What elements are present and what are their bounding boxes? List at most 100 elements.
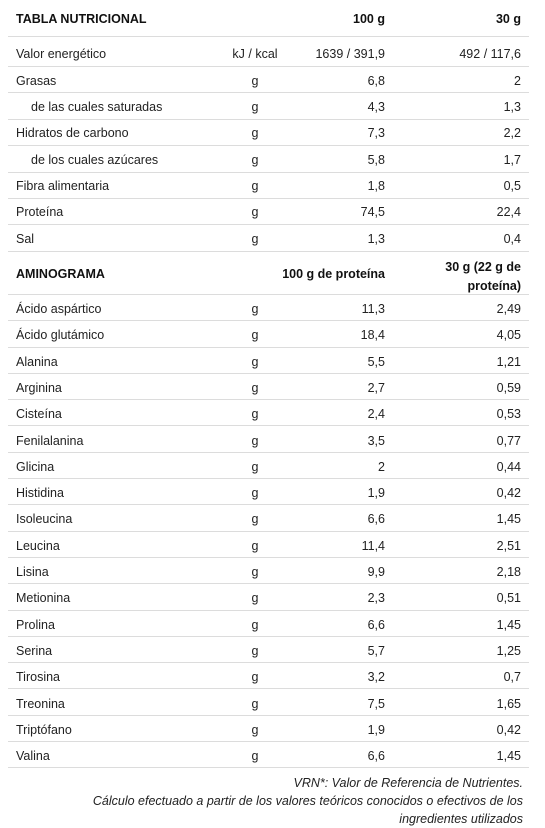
row-value-30g: 2,49 — [496, 302, 521, 316]
row-value-100g: 6,6 — [367, 617, 385, 632]
row-label: Alanina — [16, 354, 58, 369]
footnote: VRN*: Valor de Referencia de Nutrientes.… — [93, 774, 523, 828]
nutrition-table-title: TABLA NUTRICIONAL — [16, 12, 147, 26]
row-value-30g: 1,45 — [496, 749, 521, 764]
row-value-30g: 1,25 — [496, 643, 521, 658]
table-row: Hidratos de carbono g 7,3 2,2 — [8, 120, 529, 146]
row-value-30g: 492 / 117,6 — [459, 47, 521, 61]
row-value-30g: 0,5 — [503, 179, 521, 193]
footnote-vrn: VRN*: Valor de Referencia de Nutrientes. — [293, 776, 523, 790]
row-value-30g: 0,42 — [496, 722, 521, 737]
row-value-30g: 2 — [514, 74, 521, 88]
row-label: Fenilalanina — [16, 433, 84, 448]
row-unit: g — [251, 232, 259, 246]
row-value-30g: 1,45 — [496, 512, 521, 527]
row-unit: g — [251, 617, 259, 632]
row-label: Isoleucina — [16, 512, 73, 527]
row-value-30g: 2,2 — [503, 126, 521, 140]
table-row: de los cuales azúcares g 5,8 1,7 — [8, 146, 529, 173]
table-row: Serina g 5,7 1,25 — [8, 637, 529, 664]
table-row: Glicina g 2 0,44 — [8, 453, 529, 480]
row-value-30g: 0,77 — [496, 433, 521, 448]
row-value-30g: 0,44 — [496, 459, 521, 474]
table-row: Sal g 1,3 0,4 — [8, 225, 529, 252]
row-unit: g — [251, 302, 259, 316]
table-row: Treonina g 7,5 1,65 — [8, 690, 529, 716]
row-value-30g: 0,7 — [503, 670, 521, 685]
row-value-100g: 2,3 — [367, 591, 385, 606]
row-unit: g — [251, 179, 259, 193]
table-row: Histidina g 1,9 0,42 — [8, 479, 529, 506]
row-value-100g: 18,4 — [360, 328, 385, 343]
row-label: de las cuales saturadas — [31, 100, 163, 114]
aminogram-header-row: AMINOGRAMA 100 g de proteína 30 g (22 g … — [8, 252, 529, 295]
row-unit: g — [251, 205, 259, 219]
row-unit: g — [251, 354, 259, 369]
footnote-calculation: Cálculo efectuado a partir de los valore… — [92, 794, 523, 808]
row-value-100g: 7,3 — [367, 126, 385, 140]
table-row: Ácido glutámico g 18,4 4,05 — [8, 321, 529, 348]
row-unit: g — [251, 153, 259, 167]
row-label: Prolina — [16, 617, 55, 632]
table-row: Ácido aspártico g 11,3 2,49 — [8, 295, 529, 322]
row-unit: g — [251, 643, 259, 658]
row-unit: kJ / kcal — [232, 47, 278, 61]
table-row: Triptófano g 1,9 0,42 — [8, 716, 529, 743]
row-label: Proteína — [16, 205, 64, 219]
row-value-100g: 11,3 — [361, 302, 385, 316]
row-unit: g — [251, 722, 259, 737]
row-unit: g — [251, 100, 259, 114]
row-label: Histidina — [16, 486, 64, 501]
row-label: Hidratos de carbono — [16, 126, 129, 140]
table-row: Isoleucina g 6,6 1,45 — [8, 505, 529, 532]
row-value-30g: 2,18 — [496, 565, 521, 579]
row-unit: g — [251, 749, 259, 764]
row-label: Valina — [16, 749, 50, 764]
row-value-100g: 5,8 — [367, 153, 385, 167]
row-value-100g: 1,8 — [367, 179, 385, 193]
row-label: Valor energético — [16, 47, 107, 61]
table-row: Prolina g 6,6 1,45 — [8, 611, 529, 637]
row-label: Ácido aspártico — [16, 302, 102, 316]
column-header-100g: 100 g — [353, 12, 385, 26]
row-unit: g — [251, 565, 259, 579]
column-header-30g: 30 g — [495, 12, 521, 26]
row-value-100g: 1,3 — [367, 232, 385, 246]
row-value-30g: 0,42 — [496, 486, 521, 501]
table-row: Alanina g 5,5 1,21 — [8, 348, 529, 374]
row-value-100g: 2 — [378, 459, 385, 474]
row-label: Lisina — [16, 565, 49, 579]
row-value-30g: 1,21 — [496, 354, 521, 369]
table-row: Proteína g 74,5 22,4 — [8, 199, 529, 225]
table-row: Valor energético kJ / kcal 1639 / 391,9 … — [8, 37, 529, 67]
row-value-100g: 74,5 — [360, 205, 385, 219]
row-value-100g: 2,4 — [367, 407, 385, 422]
table-row: Tirosina g 3,2 0,7 — [8, 663, 529, 690]
row-unit: g — [251, 328, 259, 343]
row-value-100g: 9,9 — [367, 565, 385, 579]
row-value-100g: 5,5 — [367, 354, 385, 369]
row-label: de los cuales azúcares — [31, 153, 159, 167]
column-header-30g-protein: 30 g (22 g de proteína) — [445, 260, 521, 293]
row-value-100g: 2,7 — [367, 380, 385, 395]
row-value-100g: 4,3 — [367, 100, 385, 114]
row-unit: g — [251, 696, 259, 711]
row-unit: g — [251, 486, 259, 501]
row-value-100g: 11,4 — [361, 538, 385, 553]
row-unit: g — [251, 407, 259, 422]
row-unit: g — [251, 670, 259, 685]
row-value-100g: 1,9 — [367, 486, 385, 501]
table-row: de las cuales saturadas g 4,3 1,3 — [8, 93, 529, 120]
row-unit: g — [251, 433, 259, 448]
row-unit: g — [251, 74, 259, 88]
row-value-30g: 22,4 — [496, 205, 521, 219]
row-unit: g — [251, 591, 259, 606]
row-value-100g: 6,8 — [367, 74, 385, 88]
column-header-100g-protein: 100 g de proteína — [282, 267, 385, 281]
table-row: Metionina g 2,3 0,51 — [8, 584, 529, 611]
row-value-100g: 6,6 — [367, 749, 385, 764]
row-value-30g: 4,05 — [496, 328, 521, 343]
aminogram-table-title: AMINOGRAMA — [16, 267, 105, 281]
row-label: Serina — [16, 643, 53, 658]
table-row: Grasas g 6,8 2 — [8, 67, 529, 93]
